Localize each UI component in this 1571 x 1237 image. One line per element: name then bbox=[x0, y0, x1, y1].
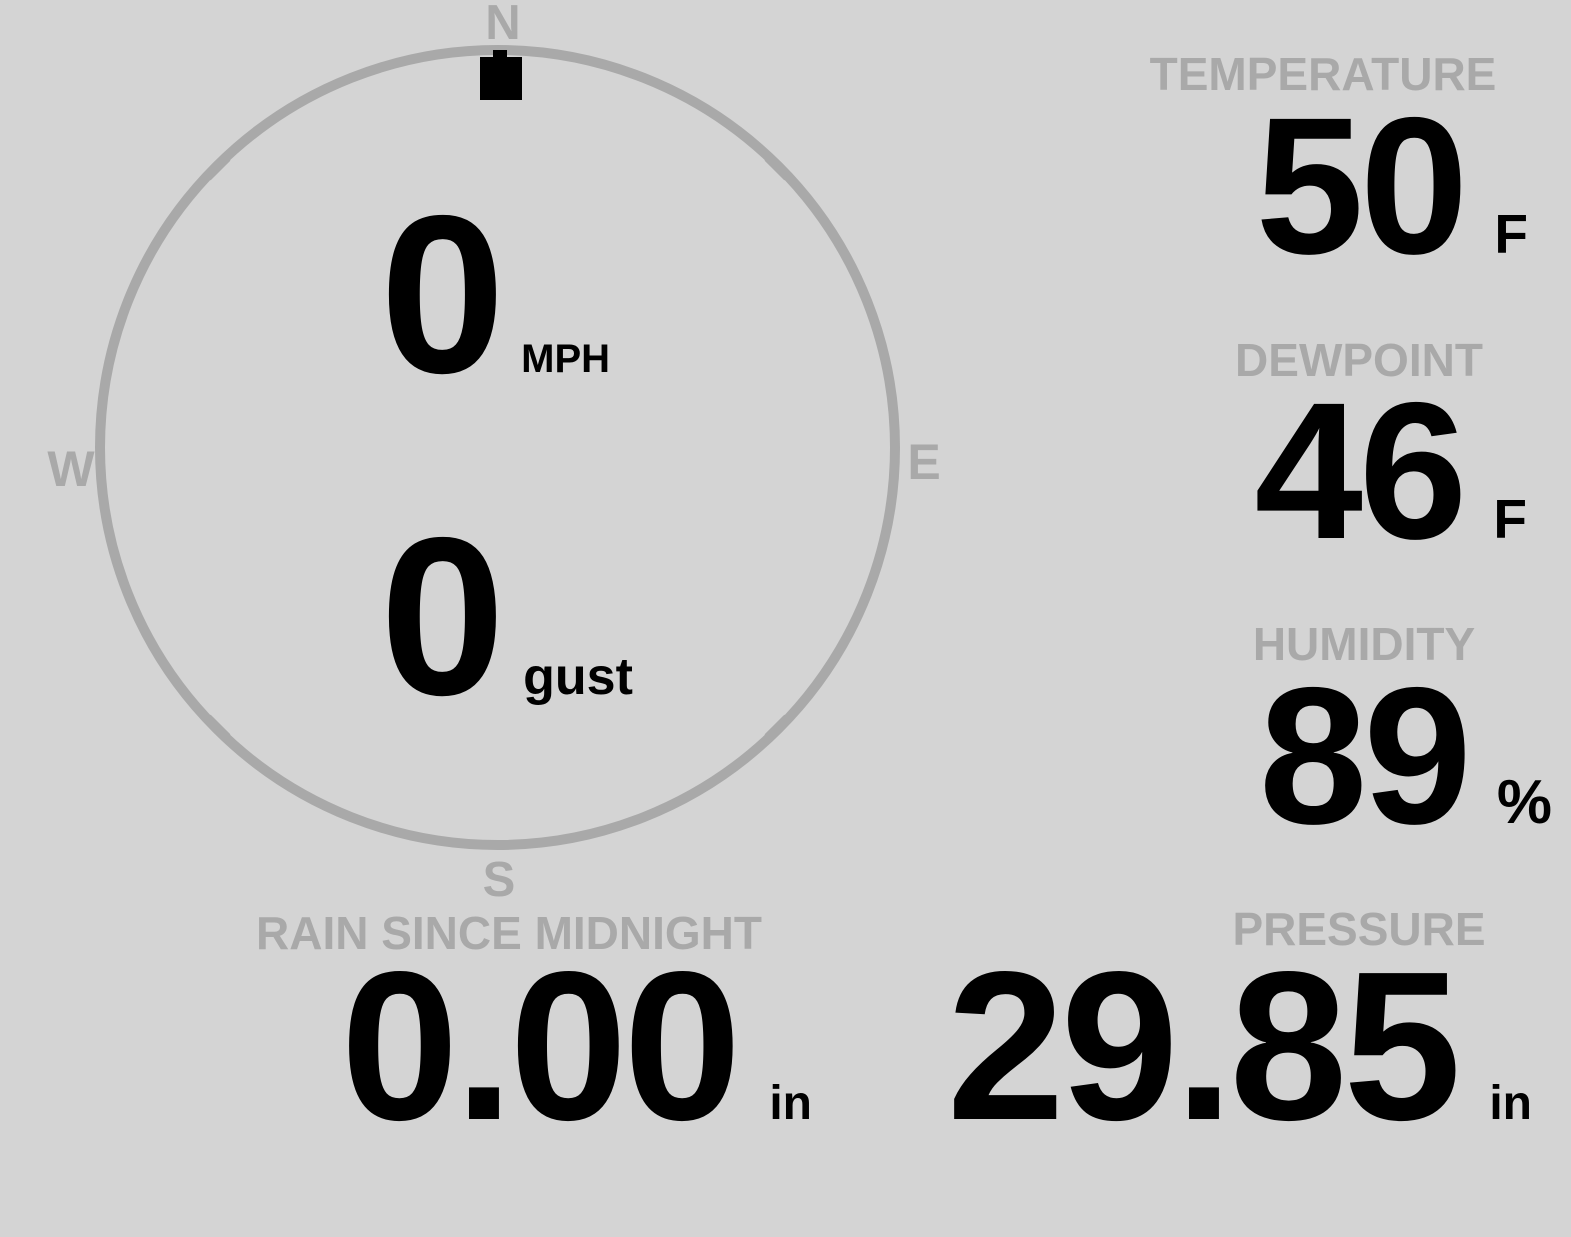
humidity-label: HUMIDITY bbox=[1252, 618, 1476, 670]
dewpoint-unit: F bbox=[1493, 488, 1527, 550]
temperature-label: TEMPERATURE bbox=[1149, 48, 1497, 100]
rain-label: RAIN SINCE MIDNIGHT bbox=[256, 907, 762, 959]
rain-value: 0.00 bbox=[340, 927, 742, 1164]
wind-speed-unit: MPH bbox=[521, 337, 611, 381]
temperature-unit: F bbox=[1494, 203, 1528, 265]
pressure-unit: in bbox=[1489, 1077, 1532, 1130]
humidity-value: 89 bbox=[1258, 647, 1472, 865]
wind-speed-value: 0 bbox=[380, 168, 505, 420]
wind-direction-marker-icon bbox=[480, 50, 522, 100]
wind-gust-readout: 0 gust bbox=[380, 504, 633, 729]
compass-label-north: N bbox=[485, 0, 521, 50]
compass-label-south: S bbox=[482, 853, 516, 907]
rain-readout: 0.00 in bbox=[341, 940, 812, 1152]
pressure-readout: 29.85 in bbox=[947, 940, 1532, 1152]
pressure-label: PRESSURE bbox=[1232, 903, 1486, 955]
compass-label-west: W bbox=[47, 441, 95, 497]
compass-label-east: E bbox=[907, 434, 941, 490]
wind-speed-readout: 0 MPH bbox=[380, 182, 610, 407]
wind-gust-value: 0 bbox=[380, 490, 505, 742]
humidity-readout: 89 % bbox=[1259, 659, 1552, 854]
temperature-readout: 50 F bbox=[1255, 89, 1528, 284]
pressure-value: 29.85 bbox=[946, 927, 1462, 1164]
temperature-value: 50 bbox=[1255, 77, 1468, 295]
dewpoint-value: 46 bbox=[1254, 362, 1467, 580]
dewpoint-readout: 46 F bbox=[1254, 374, 1527, 569]
humidity-unit: % bbox=[1496, 768, 1552, 837]
wind-gust-unit: gust bbox=[523, 648, 633, 706]
dewpoint-label: DEWPOINT bbox=[1235, 334, 1483, 386]
rain-unit: in bbox=[769, 1077, 812, 1130]
